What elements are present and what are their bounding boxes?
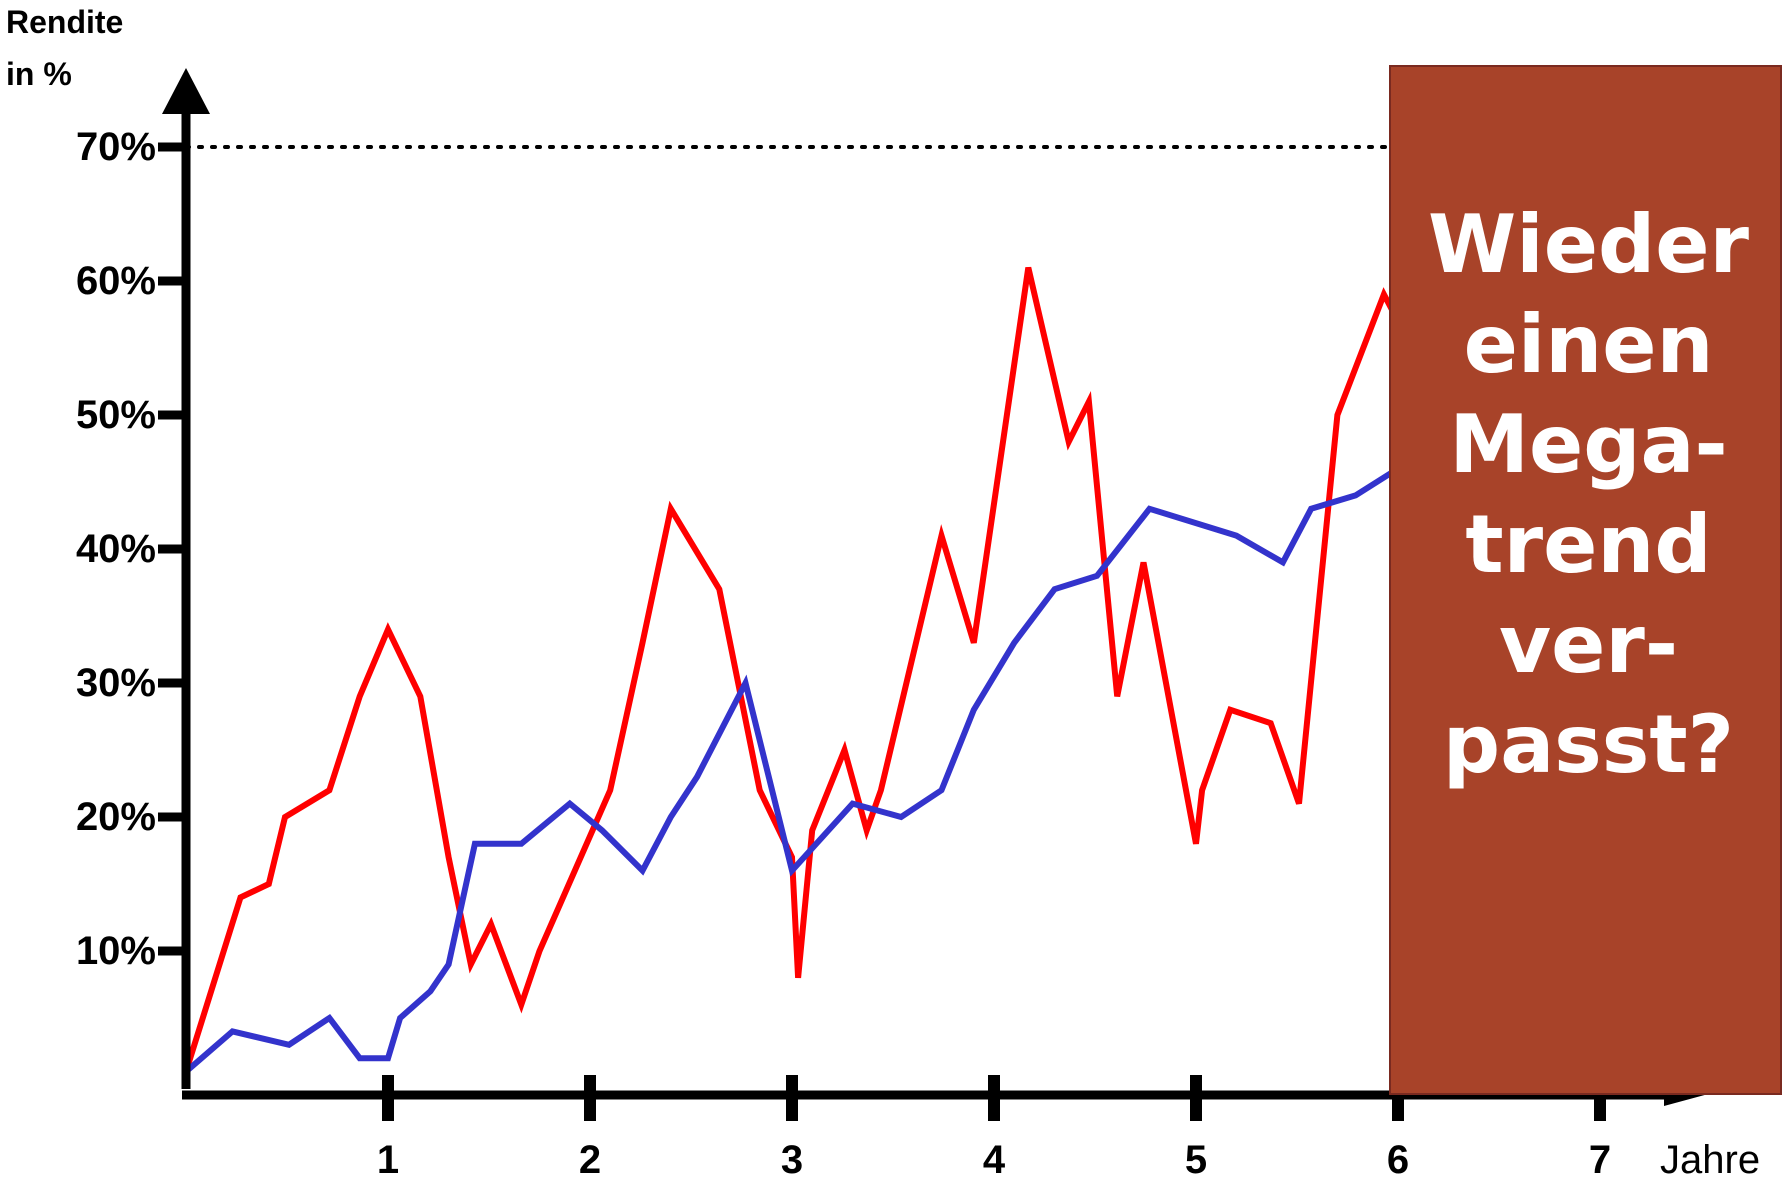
- x-tick-label-4: 4: [982, 1138, 1006, 1182]
- callout-text: Wieder einen Mega- trend ver- passt?: [1428, 198, 1749, 791]
- x-tick-label-6: 6: [1386, 1138, 1410, 1182]
- y-tick-label-50: 50%: [75, 393, 156, 437]
- x-tick-label-5: 5: [1184, 1138, 1208, 1182]
- x-axis-title: Jahre: [1660, 1138, 1761, 1182]
- x-tick-label-1: 1: [376, 1138, 400, 1182]
- x-tick-label-3: 3: [780, 1138, 804, 1182]
- y-axis-arrow: [162, 68, 210, 114]
- series-line-1: [183, 266, 1401, 1073]
- callout-box: Wieder einen Mega- trend ver- passt?: [1389, 65, 1782, 1095]
- y-tick-label-10: 10%: [75, 929, 156, 973]
- x-tick-label-2: 2: [578, 1138, 602, 1182]
- y-tick-label-40: 40%: [75, 527, 156, 571]
- y-tick-label-30: 30%: [75, 661, 156, 705]
- x-tick-label-7: 7: [1588, 1138, 1612, 1182]
- y-tick-label-70: 70%: [75, 125, 156, 169]
- y-tick-label-60: 60%: [75, 259, 156, 303]
- series-line-2: [184, 466, 1400, 1074]
- y-axis-title-line-1: Rendite: [6, 4, 124, 40]
- y-axis-title-line-2: in %: [6, 56, 72, 92]
- y-tick-label-20: 20%: [75, 795, 156, 839]
